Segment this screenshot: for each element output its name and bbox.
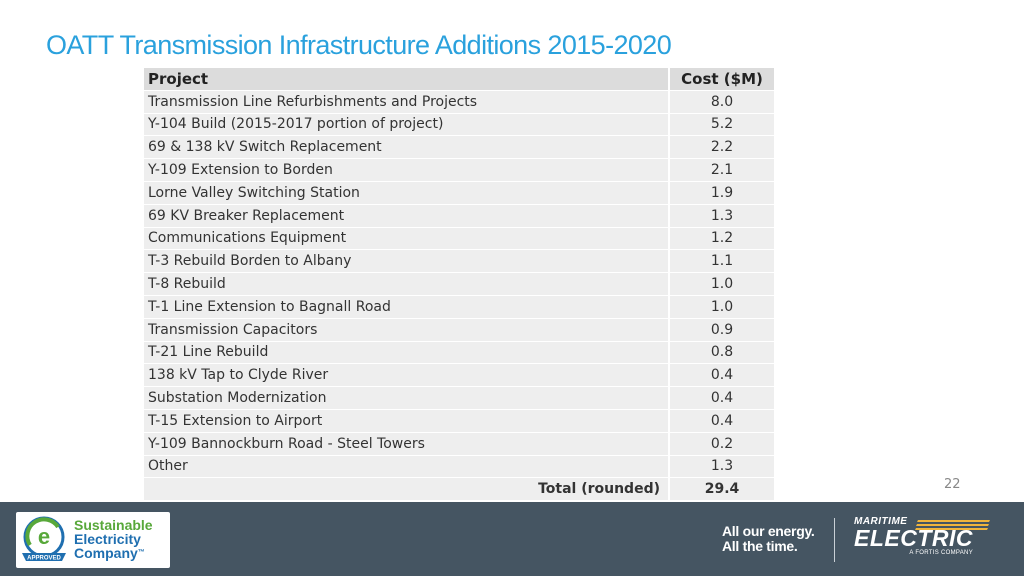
table-row: Y-104 Build (2015-2017 portion of projec… [144,113,774,137]
brand-top: MARITIME [854,516,908,527]
table-row: 138 kV Tap to Clyde River 0.4 [144,363,774,388]
project-cell: T-15 Extension to Airport [144,409,670,433]
cost-cell: 1.1 [669,249,774,274]
cost-cell: 1.0 [669,295,774,319]
table-row: 69 KV Breaker Replacement 1.3 [144,204,774,228]
table-row: T-1 Line Extension to Bagnall Road 1.0 [144,295,774,319]
brand-stripes-icon [915,520,990,530]
column-header-project: Project [144,68,670,91]
table-header-row: Project Cost ($M) [144,68,774,91]
cost-cell: 0.4 [669,363,774,388]
footer-divider [834,518,835,562]
sustainable-electricity-company-logo: e APPROVED Sustainable Electricity Compa… [16,512,170,568]
maritime-electric-logo: MARITIME ELECTRIC A FORTIS COMPANY [854,516,990,556]
cost-cell: 5.2 [669,113,774,137]
cost-cell: 1.9 [669,181,774,205]
project-cell: Transmission Capacitors [144,318,670,342]
project-cell: T-3 Rebuild Borden to Albany [144,249,670,274]
table-row: 69 & 138 kV Switch Replacement 2.2 [144,135,774,160]
project-cell: Communications Equipment [144,227,670,251]
table-row: Other 1.3 [144,455,774,479]
table-row: T-21 Line Rebuild 0.8 [144,341,774,365]
cost-cell: 1.3 [669,455,774,479]
trademark-symbol: ™ [137,549,145,556]
cost-cell: 0.4 [669,409,774,433]
project-cell: T-21 Line Rebuild [144,341,670,365]
table-row: Communications Equipment 1.2 [144,227,774,251]
total-value: 29.4 [669,477,774,502]
table-row: Y-109 Bannockburn Road - Steel Towers 0.2 [144,432,774,456]
tagline-line-2: All the time. [722,538,798,554]
page-number: 22 [944,477,961,492]
table-row: T-3 Rebuild Borden to Albany 1.1 [144,249,774,274]
total-row: Total (rounded) 29.4 [144,477,774,502]
cost-cell: 0.4 [669,386,774,410]
project-cell: 69 & 138 kV Switch Replacement [144,135,670,160]
column-header-cost: Cost ($M) [669,68,774,91]
cost-cell: 2.2 [669,135,774,160]
project-cell: Transmission Line Refurbishments and Pro… [144,90,670,114]
table-row: Lorne Valley Switching Station 1.9 [144,181,774,205]
table-row: Substation Modernization 0.4 [144,386,774,410]
project-cell: 138 kV Tap to Clyde River [144,363,670,388]
cost-cell: 8.0 [669,90,774,114]
cost-cell: 1.0 [669,272,774,296]
cost-cell: 0.8 [669,341,774,365]
cost-cell: 0.9 [669,318,774,342]
cost-table: Project Cost ($M) Transmission Line Refu… [144,68,774,502]
project-cell: Y-104 Build (2015-2017 portion of projec… [144,113,670,137]
approved-badge-icon: e APPROVED [22,516,66,562]
total-label: Total (rounded) [144,477,670,502]
table-row: Y-109 Extension to Borden 2.1 [144,158,774,182]
table-row: Transmission Line Refurbishments and Pro… [144,90,774,114]
project-cell: Y-109 Extension to Borden [144,158,670,182]
svg-text:APPROVED: APPROVED [27,556,61,562]
tagline-line-1: All our energy. [722,523,815,539]
logo-line-3: Company [74,545,138,561]
footer-bar: e APPROVED Sustainable Electricity Compa… [0,502,1024,576]
table-body: Transmission Line Refurbishments and Pro… [144,90,774,502]
project-cell: Y-109 Bannockburn Road - Steel Towers [144,432,670,456]
project-cell: 69 KV Breaker Replacement [144,204,670,228]
table-row: Transmission Capacitors 0.9 [144,318,774,342]
project-cell: T-8 Rebuild [144,272,670,296]
project-cell: Lorne Valley Switching Station [144,181,670,205]
project-cell: Other [144,455,670,479]
cost-cell: 0.2 [669,432,774,456]
table-row: T-8 Rebuild 1.0 [144,272,774,296]
project-cell: Substation Modernization [144,386,670,410]
table-row: T-15 Extension to Airport 0.4 [144,409,774,433]
logo-line-2: Electricity [74,531,141,547]
page-title: OATT Transmission Infrastructure Additio… [46,30,672,60]
tagline: All our energy. All the time. [722,523,815,554]
logo-line-1: Sustainable [74,517,153,533]
cost-cell: 2.1 [669,158,774,182]
cost-cell: 1.3 [669,204,774,228]
brand-sub: A FORTIS COMPANY [909,550,973,556]
svg-text:e: e [38,524,50,549]
cost-cell: 1.2 [669,227,774,251]
project-cell: T-1 Line Extension to Bagnall Road [144,295,670,319]
brand-main: ELECTRIC [854,525,973,551]
